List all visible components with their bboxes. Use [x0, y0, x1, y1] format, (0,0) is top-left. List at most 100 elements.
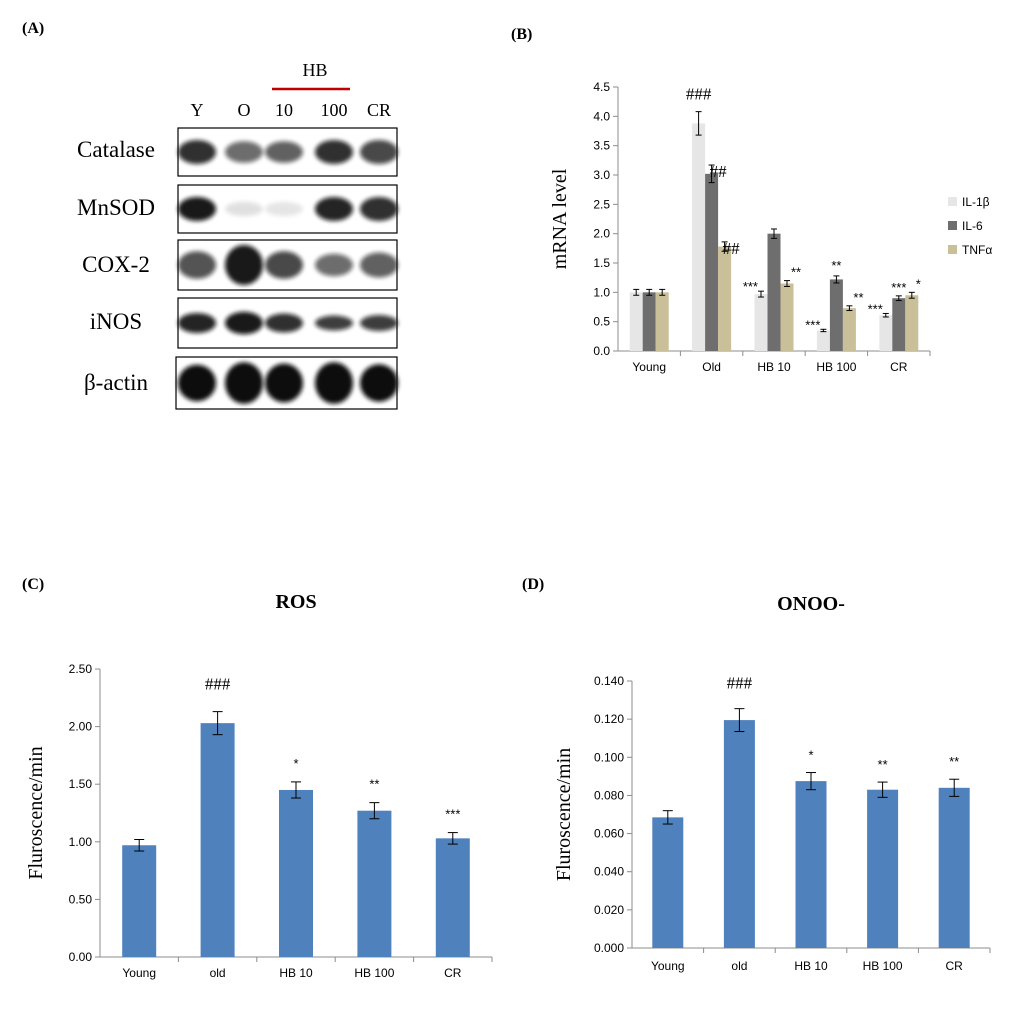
bars: ###*** **: [652, 674, 970, 948]
chart-b: 0.0 0.5 1.0 1.5 2.0 2.5 3.0 3.5 4.0 4.5 Young Old HB…: [549, 80, 992, 374]
y-tick-label: 0.140: [594, 674, 624, 688]
y-tick-label: 0.040: [594, 865, 624, 879]
blot-band: [178, 364, 216, 402]
blot-row-label: COX-2: [82, 252, 150, 277]
chart-c: 0.00 0.50 1.00 1.50 2.00 2.50 Young old HB 10 HB …: [25, 591, 493, 980]
y-axis-label: Fluroscence/min: [25, 746, 47, 879]
x-tick-label: Young: [651, 959, 685, 973]
blot-band: [265, 313, 303, 333]
significance-label: ***: [891, 280, 906, 295]
blot-row-label: MnSOD: [77, 195, 155, 220]
lane-label: 100: [321, 100, 348, 120]
bar: [642, 292, 656, 351]
y-tick-label: 1.0: [593, 285, 610, 299]
bar: [357, 810, 392, 957]
bar: [705, 173, 719, 351]
bars: ###*********##*****##*****: [629, 85, 921, 351]
significance-label: **: [949, 754, 959, 769]
y-tick-label: 2.00: [69, 720, 93, 734]
blot-band: [225, 201, 263, 217]
blot-band: [178, 313, 216, 333]
blot-band: [315, 362, 353, 404]
y-tick-label: 0.50: [69, 892, 93, 906]
legend-swatch: [948, 197, 957, 206]
bar: [816, 330, 830, 351]
axes: 0.000 0.020 0.040 0.060 0.080 0.100 0.120 0.140…: [594, 674, 991, 973]
panel-b-label: (B): [511, 26, 532, 43]
bar: [122, 845, 157, 957]
legend-swatch: [948, 221, 957, 230]
lane-label: 10: [275, 100, 293, 120]
x-tick-label: HB 100: [816, 360, 856, 374]
blot-band: [225, 362, 263, 404]
blot-band: [265, 141, 303, 163]
blot-band: [360, 252, 398, 278]
significance-label: *: [808, 748, 813, 763]
panel-a-label: (A): [22, 20, 44, 37]
bar: [892, 298, 906, 351]
x-tick-label: HB 10: [794, 959, 828, 973]
y-tick-label: 0.060: [594, 827, 624, 841]
blot-band: [178, 251, 216, 279]
y-tick-label: 1.00: [69, 835, 93, 849]
hb-bracket-label: HB: [302, 60, 327, 80]
blot-row: β-actin: [84, 356, 398, 410]
bar: [879, 315, 893, 351]
significance-label: ***: [805, 317, 820, 332]
legend-label: TNFα: [962, 243, 992, 257]
y-tick-label: 0.120: [594, 712, 624, 726]
y-tick-label: 1.5: [593, 256, 610, 270]
x-tick-label: HB 10: [279, 966, 313, 980]
bar: [867, 789, 899, 948]
y-tick-label: 0.100: [594, 750, 624, 764]
x-tick-label: HB 100: [354, 966, 394, 980]
blot-rows: Catalase MnSOD COX-2 iNOS β-actin: [77, 127, 398, 410]
significance-label: **: [831, 258, 841, 273]
legend-label: IL-1β: [962, 195, 990, 209]
blot-band: [178, 197, 216, 221]
blot-band: [225, 311, 263, 335]
legend: IL-1β IL-6 TNFα: [948, 195, 992, 257]
lane-label: CR: [367, 100, 391, 120]
blot-band: [315, 253, 353, 277]
x-tick-label: CR: [444, 966, 462, 980]
y-tick-label: 1.50: [69, 777, 93, 791]
x-tick-label: HB 10: [757, 360, 791, 374]
bars: ###******: [122, 675, 470, 957]
legend-label: IL-6: [962, 219, 983, 233]
series: ###******: [122, 675, 470, 957]
bar: [435, 838, 470, 957]
series: ###*********: [629, 85, 893, 351]
x-tick-label: old: [731, 959, 747, 973]
significance-label: ***: [445, 807, 460, 822]
blot-row: MnSOD: [77, 184, 398, 234]
blot-band: [360, 315, 398, 331]
bar: [652, 817, 684, 948]
blot-band: [265, 201, 303, 217]
significance-label: *: [293, 756, 298, 771]
panel-d-onoo-chart: (D) 0.0000.0200.0400.0600.0800.1000.1200…: [522, 576, 991, 973]
y-tick-label: 2.50: [69, 662, 93, 676]
bar: [629, 292, 643, 351]
y-tick-label: 3.5: [593, 139, 610, 153]
bar: [655, 292, 669, 351]
panel-d-label: (D): [522, 576, 544, 593]
axes: 0.0 0.5 1.0 1.5 2.0 2.5 3.0 3.5 4.0 4.5 Young Old HB…: [593, 80, 931, 374]
chart-title: ONOO-: [777, 593, 845, 615]
blot-band: [225, 141, 263, 163]
chart-title: ROS: [275, 591, 316, 613]
significance-label: ##: [723, 239, 741, 258]
y-tick-label: 4.5: [593, 80, 610, 94]
y-tick-label: 2.0: [593, 227, 610, 241]
lane-label: O: [238, 100, 251, 120]
bar: [692, 123, 706, 351]
series: ###*** **: [652, 674, 970, 948]
blot-band: [315, 315, 353, 331]
blot-band: [360, 140, 398, 164]
bar: [718, 246, 732, 351]
significance-label: **: [878, 757, 888, 772]
y-tick-label: 3.0: [593, 168, 610, 182]
chart-d: 0.000 0.020 0.040 0.060 0.080 0.100 0.120 0.140…: [553, 593, 991, 973]
lane-labels: Y O 10 100 CR: [191, 100, 392, 120]
